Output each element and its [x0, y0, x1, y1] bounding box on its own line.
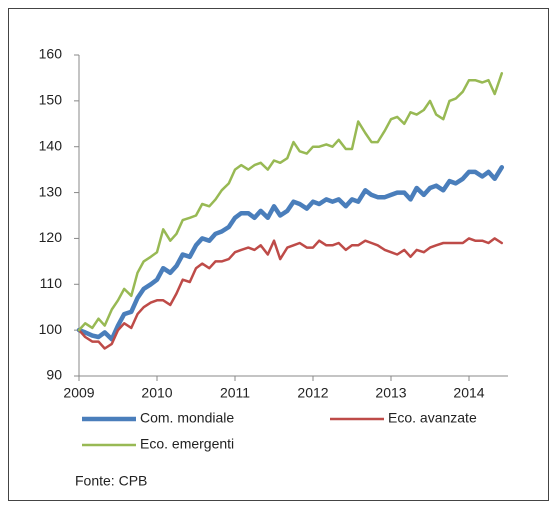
series-line — [77, 72, 504, 332]
y-tick-label: 150 — [39, 92, 63, 108]
x-tick-label: 2009 — [63, 385, 94, 401]
legend-label: Eco. emergenti — [140, 436, 234, 452]
x-tick-label: 2013 — [375, 385, 406, 401]
series-line — [76, 165, 505, 342]
legend-label: Com. mondiale — [140, 410, 234, 426]
x-tick-label: 2010 — [141, 385, 172, 401]
y-tick-label: 130 — [39, 183, 63, 199]
y-tick-label: 90 — [46, 367, 62, 383]
y-tick-label: 100 — [39, 321, 63, 337]
y-tick-label: 140 — [39, 137, 63, 153]
x-tick-label: 2012 — [297, 385, 328, 401]
y-tick-label: 110 — [40, 275, 63, 291]
source-note: Fonte: CPB — [75, 473, 147, 489]
y-tick-label: 120 — [39, 229, 63, 245]
y-tick-label: 160 — [39, 46, 63, 62]
x-tick-label: 2014 — [453, 385, 484, 401]
legend-label: Eco. avanzate — [388, 410, 477, 426]
x-tick-label: 2011 — [220, 385, 250, 401]
series-line — [77, 237, 504, 350]
